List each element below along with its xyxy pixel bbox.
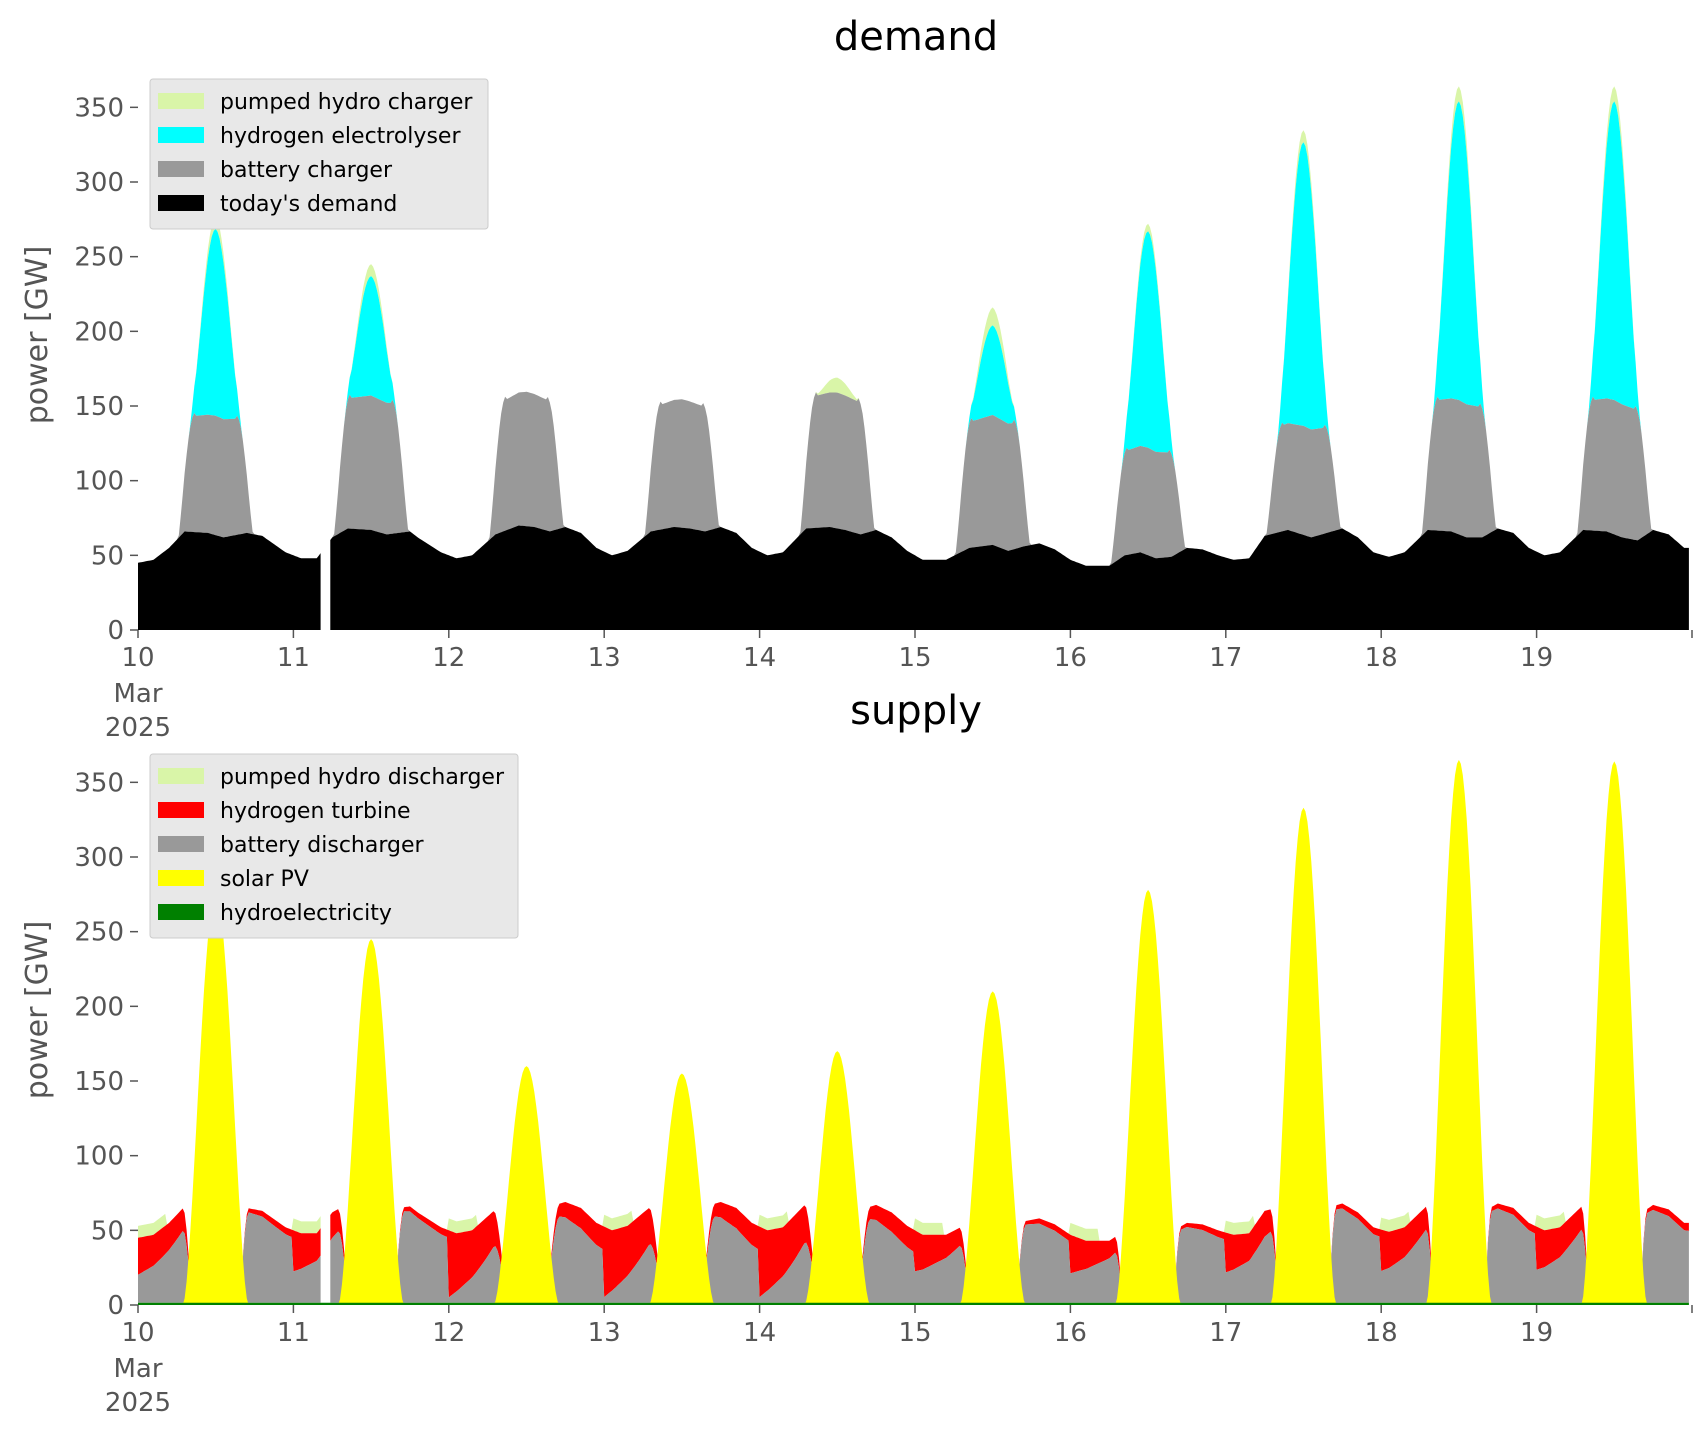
x-tick-label: 12 xyxy=(432,1318,465,1348)
legend-label: hydrogen turbine xyxy=(220,799,411,824)
demand-legend: pumped hydro charger hydrogen electrolyse… xyxy=(149,78,489,230)
y-tick-label: 350 xyxy=(74,93,124,123)
legend-box xyxy=(149,753,519,939)
x-tick-label: 14 xyxy=(743,643,776,673)
legend-label: solar PV xyxy=(220,867,309,892)
x-tick-label: 19 xyxy=(1520,1318,1553,1348)
legend-label: hydroelectricity xyxy=(220,901,392,926)
x-tick-sublabel: Mar xyxy=(113,1354,162,1384)
legend-label: battery discharger xyxy=(220,833,425,858)
legend-swatch xyxy=(158,161,204,177)
x-tick-label: 13 xyxy=(588,643,621,673)
y-tick-label: 200 xyxy=(74,992,124,1022)
supply-areas xyxy=(138,759,1691,1305)
x-tick-label: 16 xyxy=(1054,1318,1087,1348)
x-tick-label: 11 xyxy=(277,643,310,673)
supply-y-axis-label: power [GW] xyxy=(20,921,55,1100)
demand-panel: demand power [GW] 0 50 100 150 200 250 300 350 1… xyxy=(20,14,1693,743)
y-tick-label: 100 xyxy=(74,1142,124,1172)
legend-swatch xyxy=(158,195,204,211)
legend-label: pumped hydro discharger xyxy=(220,765,505,790)
legend-box xyxy=(149,78,489,230)
legend-swatch xyxy=(158,768,204,784)
y-tick-label: 250 xyxy=(74,918,124,948)
legend-label: today's demand xyxy=(220,192,397,217)
demand-y-axis-label: power [GW] xyxy=(20,246,55,425)
x-tick-label: 13 xyxy=(588,1318,621,1348)
y-tick-label: 0 xyxy=(107,1291,124,1321)
x-tick-sublabel: Mar xyxy=(113,679,162,709)
x-tick-label: 15 xyxy=(898,643,931,673)
y-tick-label: 100 xyxy=(74,467,124,497)
supply-legend: pumped hydro discharger hydrogen turbine b… xyxy=(149,753,519,939)
x-tick-label: 16 xyxy=(1054,643,1087,673)
y-tick-label: 150 xyxy=(74,392,124,422)
supply-panel: supply power [GW] 0 50 100 150 200 250 300 350 1… xyxy=(20,688,1693,1418)
series-area-battery-charger xyxy=(138,391,1691,566)
y-tick-label: 200 xyxy=(74,317,124,347)
x-tick-label: 18 xyxy=(1365,1318,1398,1348)
y-tick-label: 150 xyxy=(74,1067,124,1097)
legend-label: battery charger xyxy=(220,158,393,183)
x-tick-label: 10 xyxy=(121,643,154,673)
x-tick-sublabel: 2025 xyxy=(105,713,171,743)
x-tick-label: 10 xyxy=(121,1318,154,1348)
y-tick-label: 0 xyxy=(107,616,124,646)
legend-label: pumped hydro charger xyxy=(220,90,473,115)
legend-label: hydrogen electrolyser xyxy=(220,124,461,149)
y-tick-label: 250 xyxy=(74,243,124,273)
y-tick-label: 50 xyxy=(91,541,124,571)
series-area-hydroelectricity xyxy=(138,1302,1691,1305)
legend-swatch xyxy=(158,904,204,920)
x-tick-label: 12 xyxy=(432,643,465,673)
x-tick-label: 17 xyxy=(1209,643,1242,673)
series-area-battery-discharger xyxy=(138,1208,1691,1303)
series-area-hydrogen-electrolyser xyxy=(138,101,1691,566)
x-tick-label: 18 xyxy=(1365,643,1398,673)
x-tick-label: 17 xyxy=(1209,1318,1242,1348)
x-tick-label: 19 xyxy=(1520,643,1553,673)
y-tick-label: 350 xyxy=(74,768,124,798)
legend-swatch xyxy=(158,93,204,109)
y-tick-label: 300 xyxy=(74,843,124,873)
legend-swatch xyxy=(158,870,204,886)
supply-title: supply xyxy=(850,688,982,734)
series-area-todays-demand xyxy=(138,525,1691,630)
supply-axes: 0 50 100 150 200 250 300 350 10 11 12 13 14 15 16 17 18 1… xyxy=(74,768,1693,1418)
y-tick-label: 50 xyxy=(91,1216,124,1246)
x-tick-sublabel: 2025 xyxy=(105,1388,171,1418)
x-tick-label: 14 xyxy=(743,1318,776,1348)
x-tick-label: 11 xyxy=(277,1318,310,1348)
legend-swatch xyxy=(158,802,204,818)
demand-title: demand xyxy=(834,14,998,60)
series-area-solar-pv xyxy=(138,759,1691,1305)
x-tick-label: 15 xyxy=(898,1318,931,1348)
legend-swatch xyxy=(158,127,204,143)
series-area-hydrogen-turbine xyxy=(138,1202,1691,1303)
legend-swatch xyxy=(158,836,204,852)
y-tick-label: 300 xyxy=(74,168,124,198)
demand-axes: 0 50 100 150 200 250 300 350 10 11 12 13 14 15 16 17 18 1… xyxy=(74,93,1693,743)
demand-areas xyxy=(138,86,1691,630)
